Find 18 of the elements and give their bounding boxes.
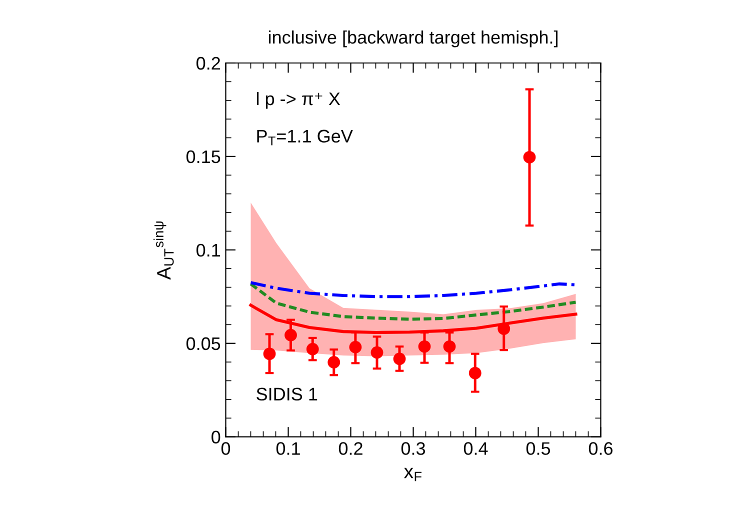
annotation: l p -> π⁺ X [256,92,340,109]
x-tick-label: 0.1 [276,442,300,455]
chart-title: inclusive [backward target hemisph.] [268,30,558,48]
y-tick-label: 0.2 [196,56,220,70]
annotation: P$_{T}$=1.1 GeV [257,130,353,146]
y-tick-label: 0.05 [186,337,220,350]
x-tick-label: 0.2 [338,442,362,455]
y-tick-label: 0 [212,430,220,444]
x-tick-label: 0.4 [464,442,488,455]
x-tick-label: 0.6 [588,442,613,455]
x-tick-label: 0.3 [401,442,426,455]
x-tick-label: 0 [221,442,230,455]
x-axis-title: x$_{F}$ [404,468,422,482]
x-tick-label: 0.5 [526,442,550,455]
annotation: SIDIS 1 [256,388,318,401]
y-tick-label: 0.15 [186,150,220,164]
y-tick-label: 0.1 [196,244,220,257]
y-axis-title: A$_{UT}$$^{sinψ}$ [153,222,174,280]
